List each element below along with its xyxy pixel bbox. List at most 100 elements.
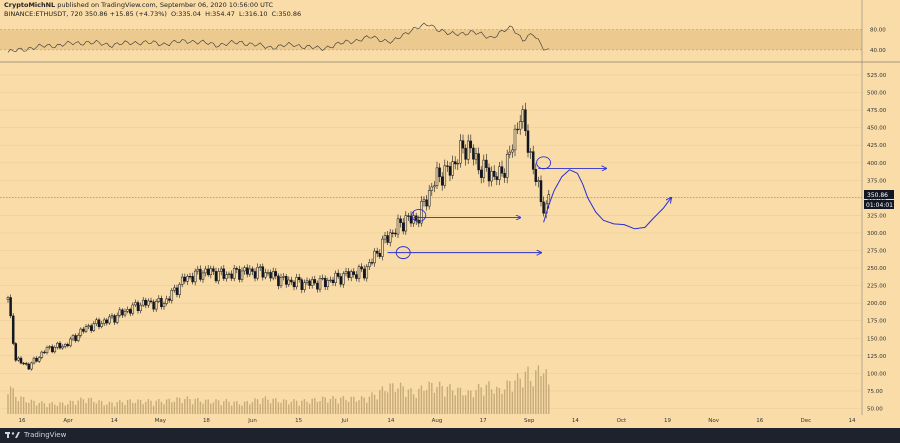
projected-path[interactable] bbox=[543, 169, 671, 230]
volume-bar bbox=[347, 401, 350, 414]
candle bbox=[500, 160, 504, 177]
volume-bar bbox=[470, 390, 472, 414]
volume-bar bbox=[228, 401, 230, 414]
candle bbox=[196, 265, 200, 275]
candle bbox=[214, 267, 218, 283]
volume-bar bbox=[181, 403, 183, 414]
volume-bar bbox=[95, 403, 98, 414]
candle bbox=[180, 273, 184, 288]
volume-bar bbox=[178, 397, 181, 414]
volume-bar bbox=[119, 400, 121, 414]
volume-bar bbox=[485, 384, 488, 414]
volume-bar bbox=[12, 388, 14, 414]
candle bbox=[9, 294, 12, 319]
symbol-label[interactable]: BINANCE:ETHUSDT, 720 bbox=[4, 10, 83, 18]
candle bbox=[381, 235, 384, 261]
candle bbox=[209, 265, 213, 279]
volume-bar bbox=[236, 401, 238, 414]
candle bbox=[282, 273, 285, 281]
candle bbox=[331, 277, 335, 286]
last-price-badge: 350.86 01:04:01 bbox=[864, 190, 894, 209]
volume-bar bbox=[129, 399, 131, 414]
price-tick-label: 100.00 bbox=[867, 371, 887, 377]
volume-bar bbox=[61, 402, 64, 414]
volume-bar bbox=[124, 404, 126, 414]
volume-bar bbox=[64, 405, 66, 414]
volume-bar bbox=[423, 391, 425, 414]
candle bbox=[32, 356, 36, 365]
candle bbox=[370, 258, 374, 266]
volume-bar bbox=[15, 396, 17, 414]
candle bbox=[160, 295, 163, 310]
time-axis[interactable]: 16 Apr 14 May 18 Jun 15 Jul 14 Aug 17 Sep 14 Oct 19 Nov… bbox=[19, 418, 856, 424]
volume-bar bbox=[67, 404, 69, 414]
volume-bar bbox=[446, 386, 449, 414]
candle bbox=[230, 270, 233, 281]
volume-bar bbox=[275, 398, 277, 414]
price-axis[interactable]: 525.00 500.00 475.00 450.00 425.00 400.00 375.… bbox=[867, 73, 887, 412]
volume-bar bbox=[519, 378, 521, 414]
volume-bar bbox=[74, 405, 77, 414]
volume-bar bbox=[345, 399, 347, 414]
candle bbox=[326, 277, 330, 291]
volume-bar bbox=[202, 403, 204, 414]
volume-bar bbox=[545, 369, 547, 414]
volume-bar bbox=[459, 387, 462, 414]
candle bbox=[438, 163, 441, 183]
volume-bar bbox=[238, 404, 241, 414]
rsi-tick-label: 40.00 bbox=[870, 48, 886, 54]
volume-bar bbox=[59, 402, 61, 414]
chart-header: CryptoMichNL published on TradingView.co… bbox=[0, 0, 868, 21]
volume-bar bbox=[397, 388, 399, 414]
candle bbox=[258, 263, 262, 272]
candle bbox=[349, 269, 353, 282]
candle bbox=[318, 275, 322, 293]
candle bbox=[219, 266, 223, 276]
candle bbox=[407, 212, 410, 221]
candle bbox=[11, 313, 15, 346]
volume-bar bbox=[41, 401, 43, 414]
circle-marker-2[interactable] bbox=[536, 156, 552, 170]
volume-bar bbox=[90, 397, 92, 414]
author-name[interactable]: CryptoMichNL bbox=[4, 1, 56, 9]
candle bbox=[472, 144, 475, 166]
price-tick-label: 300.00 bbox=[867, 231, 887, 237]
candle bbox=[115, 312, 119, 325]
candle bbox=[386, 230, 389, 246]
candle bbox=[469, 134, 473, 153]
candle bbox=[235, 266, 239, 274]
candle bbox=[100, 320, 103, 329]
time-tick-label: Sep bbox=[524, 418, 535, 424]
rsi-axis[interactable]: 80.00 40.00 bbox=[870, 28, 886, 54]
circle-marker-1[interactable] bbox=[411, 208, 427, 222]
candle bbox=[24, 361, 28, 366]
circle-marker-0[interactable] bbox=[395, 246, 411, 260]
candle bbox=[526, 124, 530, 158]
volume-bar bbox=[168, 398, 170, 414]
time-tick-label: Aug bbox=[432, 418, 443, 424]
tradingview-logo[interactable]: TradingView bbox=[5, 431, 66, 439]
volume-bar bbox=[7, 394, 9, 414]
volume-bar bbox=[152, 405, 155, 414]
volume-bar bbox=[98, 400, 100, 414]
volume-bar bbox=[529, 380, 532, 414]
candle bbox=[108, 314, 111, 325]
volume-bar bbox=[511, 391, 514, 414]
candle bbox=[539, 175, 543, 207]
candle bbox=[401, 218, 405, 235]
candle bbox=[165, 295, 168, 306]
candle bbox=[542, 196, 545, 217]
price-chart[interactable]: 525.00 500.00 475.00 450.00 425.00 400.00 375.… bbox=[0, 0, 900, 428]
volume-bar bbox=[522, 387, 524, 414]
candle bbox=[6, 295, 10, 303]
volume-bar bbox=[436, 387, 438, 414]
candle bbox=[373, 248, 376, 267]
volume-bar bbox=[54, 404, 56, 414]
candle bbox=[97, 317, 101, 330]
candle bbox=[375, 247, 379, 258]
candle bbox=[443, 159, 447, 189]
candle bbox=[48, 345, 51, 350]
volume-bar bbox=[379, 390, 381, 414]
candle bbox=[487, 163, 491, 187]
volume-bar bbox=[28, 402, 30, 414]
